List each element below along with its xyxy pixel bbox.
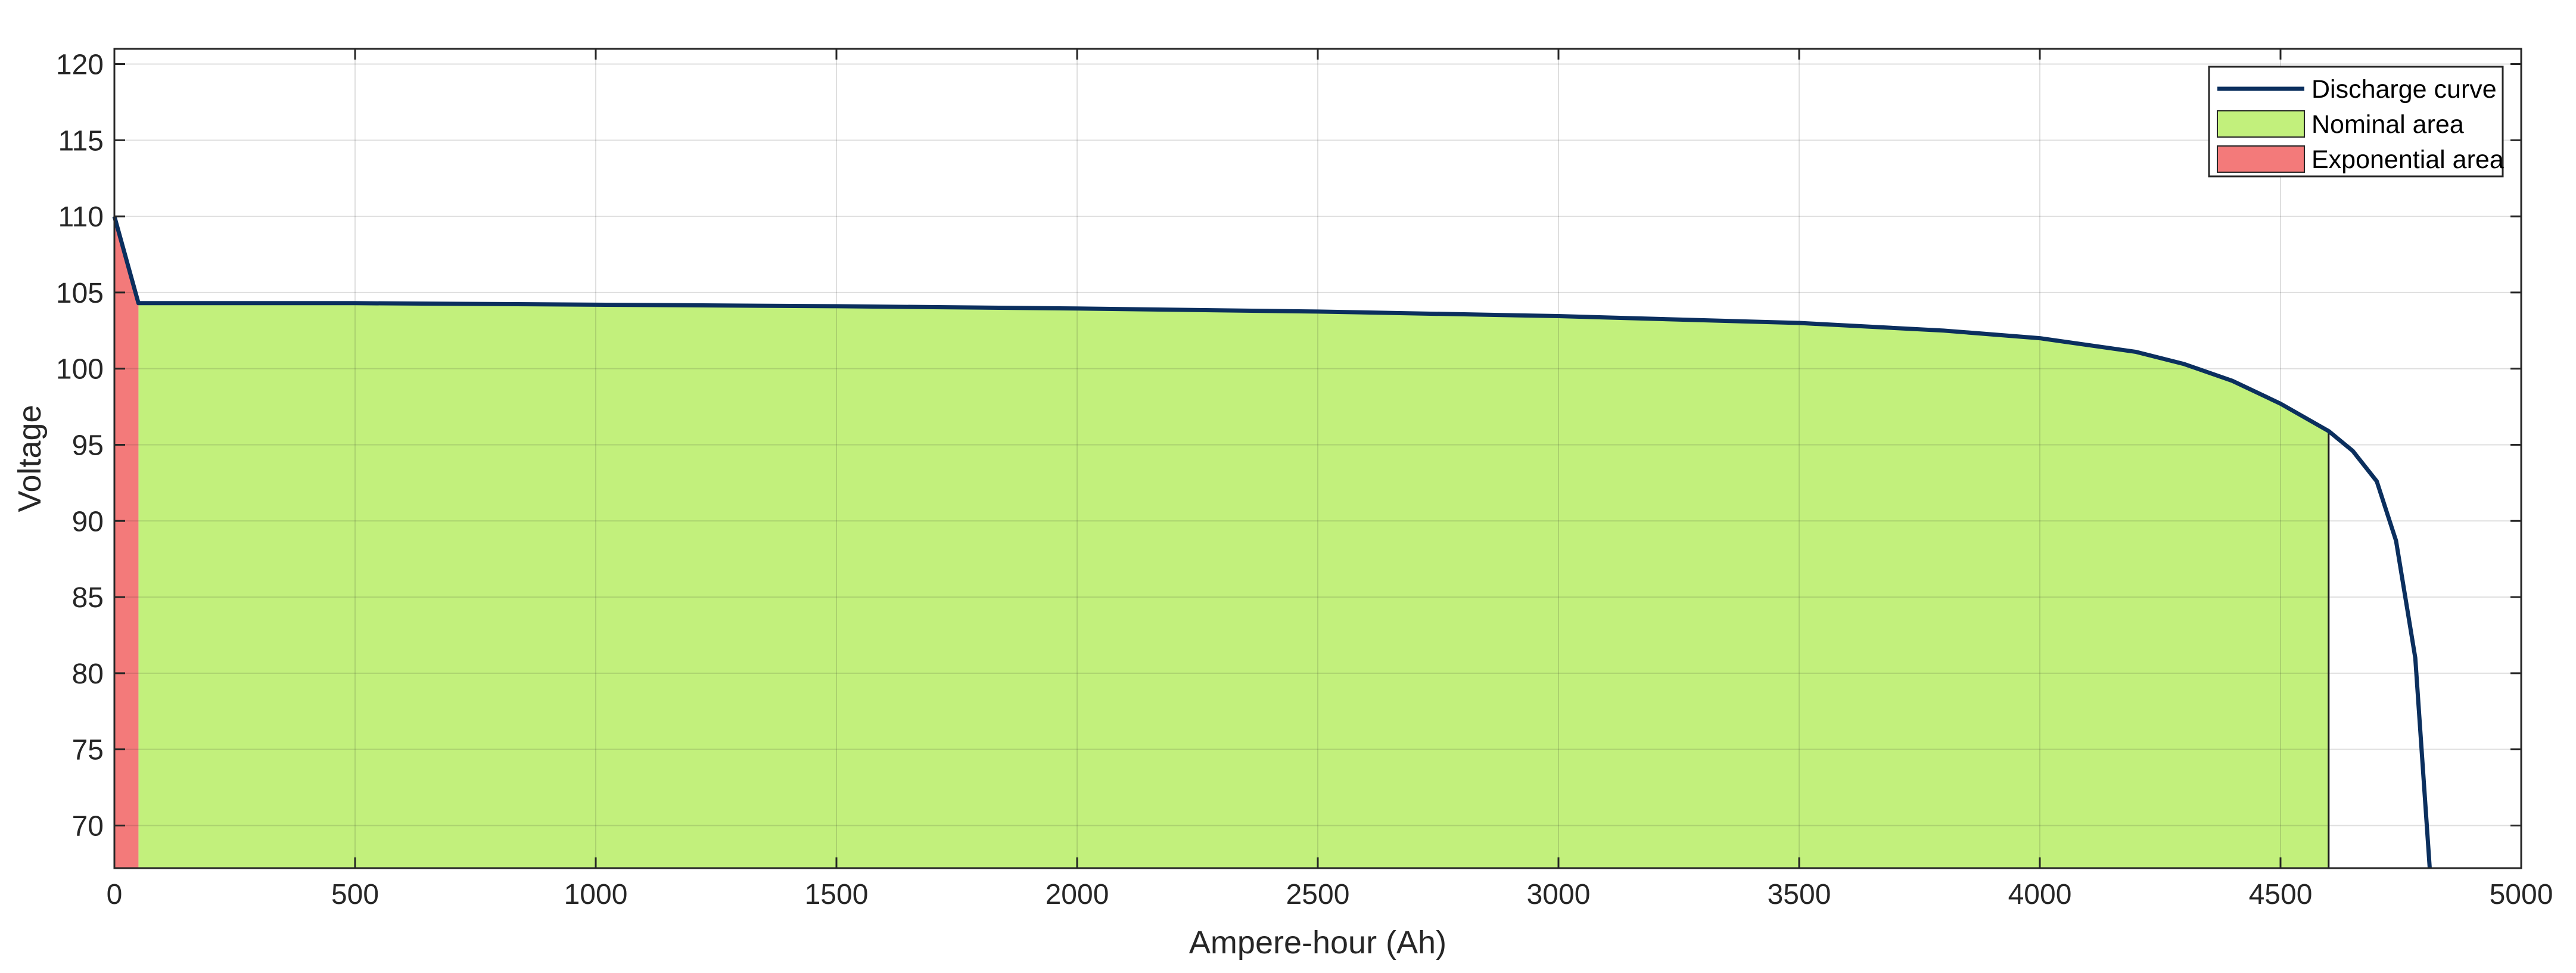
legend-swatch-area [2217,145,2305,173]
x-axis-title: Ampere-hour (Ah) [1189,925,1446,960]
y-tick-label: 80 [72,658,104,690]
area-fills [114,216,2330,869]
x-tick-label: 3500 [1768,879,1831,910]
y-tick-label: 100 [56,354,104,386]
axis-ticks [113,49,2522,868]
y-tick-label: 95 [72,430,104,461]
x-tick-label: 4000 [2008,879,2072,910]
y-axis-title: Voltage [12,405,48,512]
y-tick-label: 90 [72,506,104,537]
legend-swatch-area [2217,110,2305,138]
line-discharge-curve [112,216,2432,869]
y-tick-label: 75 [72,735,104,766]
legend: Discharge curve Nominal area Exponential a… [2208,66,2504,178]
legend-label: Exponential area [2311,145,2504,174]
x-tick-label: 3000 [1527,879,1591,910]
legend-label: Nominal area [2311,110,2464,139]
legend-label: Discharge curve [2311,75,2497,104]
legend-entries: Discharge curve Nominal area Exponential a… [2217,75,2504,174]
y-tick-labels: 70 75 80 85 90 95 100 105 110 115 120 [56,49,104,843]
x-tick-label: 5000 [2490,879,2553,910]
y-tick-label: 105 [56,278,104,309]
x-tick-label: 4500 [2249,879,2313,910]
area-nominal-area [138,303,2329,868]
series-lines [112,216,2432,869]
y-tick-label: 110 [58,201,104,233]
y-tick-label: 120 [56,49,104,81]
x-tick-label: 2500 [1286,879,1350,910]
x-tick-label: 0 [107,879,123,910]
grid-lines [114,49,2521,868]
x-tick-labels: 0 500 1000 1500 2000 2500 3000 3500 4000 4500 5000 [107,879,2553,910]
y-tick-label: 85 [72,582,104,614]
x-tick-label: 1500 [805,879,869,910]
x-tick-label: 500 [331,879,379,910]
x-tick-label: 2000 [1046,879,1109,910]
area-exponential-area [114,216,139,869]
y-tick-label: 70 [72,810,104,842]
x-tick-label: 1000 [564,879,628,910]
y-tick-label: 115 [58,125,104,157]
